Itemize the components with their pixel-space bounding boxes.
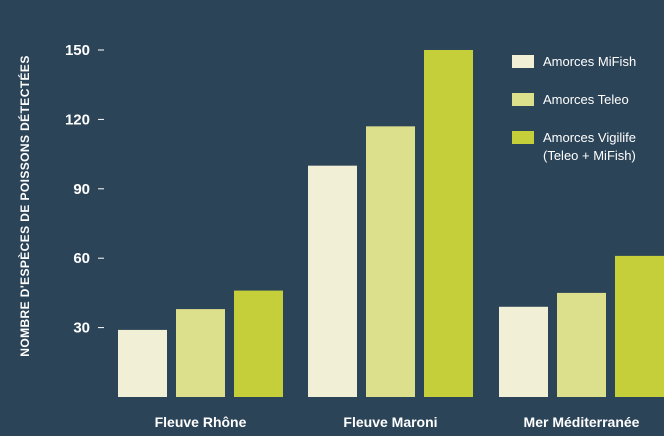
bar-3-2 (424, 50, 473, 397)
y-tick-label: 90 (73, 181, 90, 198)
x-axis: Fleuve Rhône Fleuve Maroni Mer Méditerrané… (155, 414, 640, 430)
legend-label: Amorces MiFish (543, 54, 636, 69)
y-axis-label: NOMBRE D'ESPÈCES DE POISSONS DÉTECTÉES (17, 55, 32, 356)
bar-3-1 (234, 290, 283, 397)
legend-swatch (512, 93, 534, 106)
bar-2-2 (366, 126, 415, 397)
y-axis: 30 60 90 120 150 (65, 42, 104, 337)
legend-label: Amorces Vigilife (543, 130, 636, 145)
legend-label: Amorces Teleo (543, 92, 629, 107)
y-tick-label: 120 (65, 111, 90, 128)
bars (118, 50, 664, 397)
bar-2-3 (557, 292, 606, 397)
y-tick-label: 30 (73, 320, 90, 337)
legend-label: (Teleo + MiFish) (543, 148, 636, 163)
bar-3-3 (615, 255, 664, 397)
bar-2-1 (176, 309, 225, 397)
legend-swatch (512, 131, 534, 144)
x-category-label: Fleuve Rhône (155, 414, 247, 430)
bar-1-3 (499, 306, 548, 397)
x-category-label: Mer Méditerranée (524, 414, 640, 430)
bar-1-2 (308, 165, 357, 397)
y-tick-label: 150 (65, 42, 90, 59)
y-tick-label: 60 (73, 250, 90, 267)
legend: Amorces MiFish Amorces Teleo Amorces Vigil… (512, 54, 636, 163)
bar-1-1 (118, 329, 167, 397)
x-category-label: Fleuve Maroni (343, 414, 437, 430)
legend-swatch (512, 55, 534, 68)
